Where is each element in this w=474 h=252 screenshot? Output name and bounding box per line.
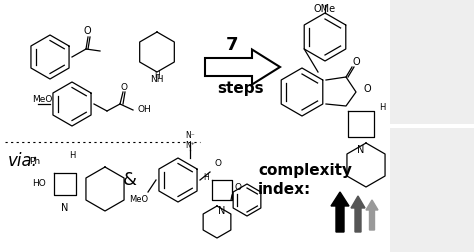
FancyArrow shape [366, 200, 378, 230]
Text: O: O [235, 183, 242, 193]
Text: O: O [364, 84, 372, 94]
Text: steps: steps [217, 81, 264, 97]
FancyArrow shape [205, 49, 280, 84]
Text: H: H [203, 173, 209, 182]
Text: Ph: Ph [29, 158, 41, 167]
FancyArrow shape [331, 192, 349, 232]
Text: N: N [357, 145, 365, 155]
Text: H: H [69, 151, 75, 161]
Text: H: H [154, 71, 160, 80]
Bar [390, 128, 474, 252]
Text: HO: HO [32, 179, 46, 188]
Text: O: O [83, 26, 91, 36]
Text: N⁺: N⁺ [185, 142, 195, 150]
Text: via:: via: [8, 152, 38, 170]
Text: OH: OH [138, 106, 152, 114]
Text: index:: index: [258, 182, 311, 198]
Text: &: & [123, 171, 137, 189]
Text: NH: NH [150, 75, 164, 84]
Text: N⁻: N⁻ [185, 132, 195, 141]
Text: O: O [352, 57, 360, 67]
Text: N: N [219, 206, 226, 216]
Text: H: H [379, 104, 385, 112]
Text: O: O [120, 82, 128, 91]
Text: OMe: OMe [314, 4, 336, 14]
Text: MeO: MeO [129, 196, 148, 205]
FancyArrow shape [351, 196, 365, 232]
Text: 7: 7 [226, 36, 239, 54]
Text: O: O [215, 160, 221, 169]
Text: MeO: MeO [32, 94, 52, 104]
Bar [390, 0, 474, 124]
Text: complexity: complexity [258, 163, 352, 177]
Text: N: N [61, 203, 69, 213]
